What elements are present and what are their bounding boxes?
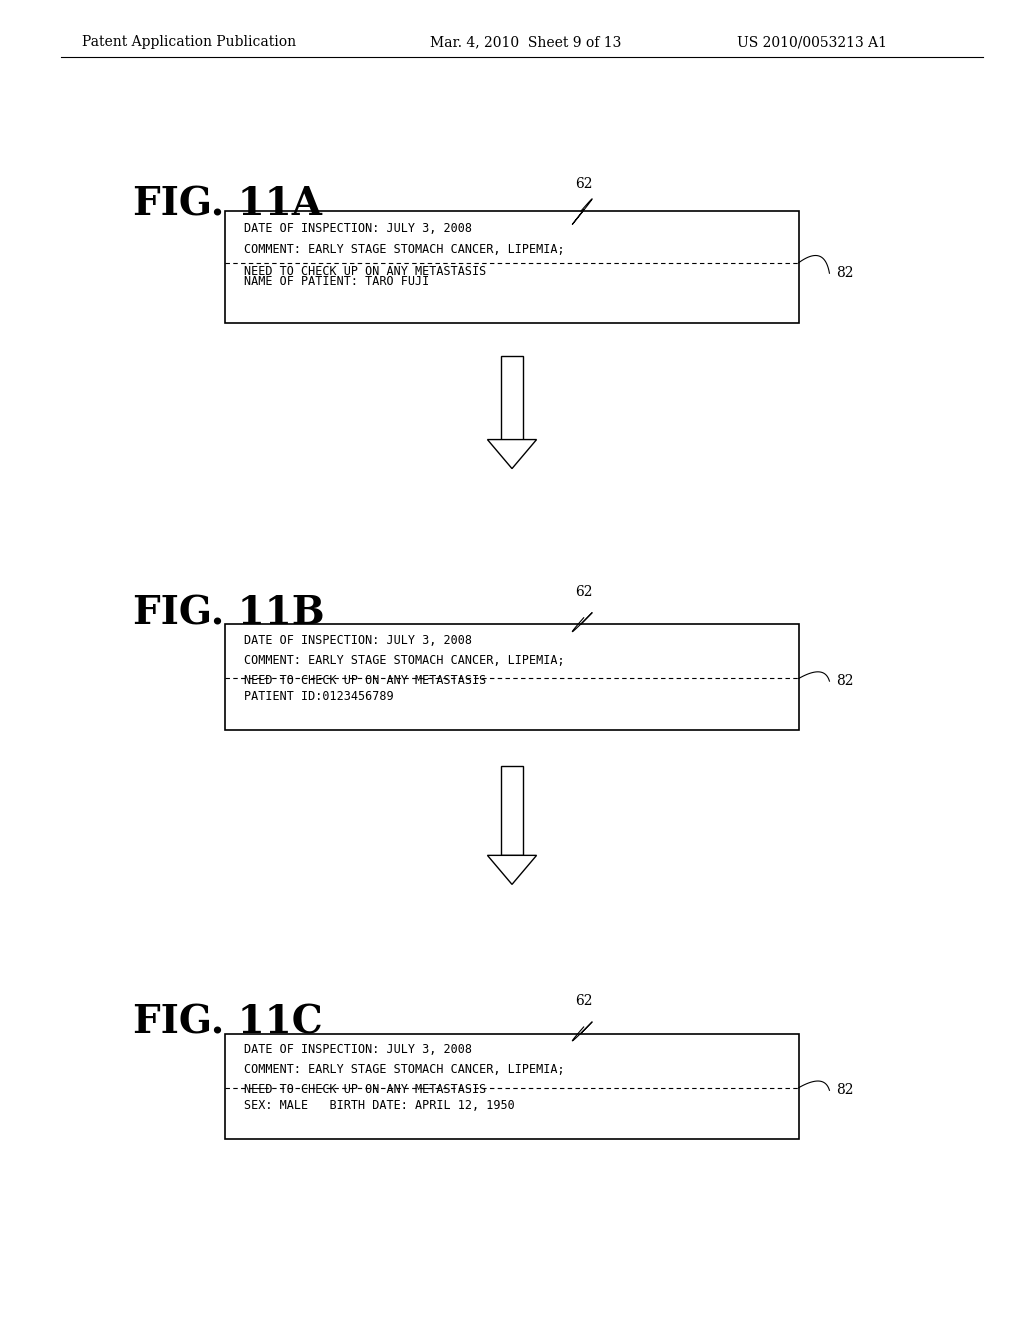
Text: 82: 82 xyxy=(837,675,854,688)
Text: NEED TO CHECK UP ON ANY METASTASIS: NEED TO CHECK UP ON ANY METASTASIS xyxy=(244,1084,486,1097)
Text: US 2010/0053213 A1: US 2010/0053213 A1 xyxy=(737,36,887,49)
Text: COMMENT: EARLY STAGE STOMACH CANCER, LIPEMIA;: COMMENT: EARLY STAGE STOMACH CANCER, LIP… xyxy=(244,243,564,256)
Text: COMMENT: EARLY STAGE STOMACH CANCER, LIPEMIA;: COMMENT: EARLY STAGE STOMACH CANCER, LIP… xyxy=(244,1064,564,1076)
Bar xyxy=(501,356,523,440)
FancyBboxPatch shape xyxy=(225,624,799,730)
Text: DATE OF INSPECTION: JULY 3, 2008: DATE OF INSPECTION: JULY 3, 2008 xyxy=(244,635,472,647)
Text: PATIENT ID:0123456789: PATIENT ID:0123456789 xyxy=(244,689,393,702)
Text: Mar. 4, 2010  Sheet 9 of 13: Mar. 4, 2010 Sheet 9 of 13 xyxy=(430,36,622,49)
FancyBboxPatch shape xyxy=(225,211,799,323)
Text: DATE OF INSPECTION: JULY 3, 2008: DATE OF INSPECTION: JULY 3, 2008 xyxy=(244,1044,472,1056)
Bar xyxy=(501,766,523,855)
Text: 62: 62 xyxy=(574,177,593,191)
Text: SEX: MALE   BIRTH DATE: APRIL 12, 1950: SEX: MALE BIRTH DATE: APRIL 12, 1950 xyxy=(244,1098,514,1111)
Text: FIG. 11B: FIG. 11B xyxy=(133,595,325,632)
Text: NEED TO CHECK UP ON ANY METASTASIS: NEED TO CHECK UP ON ANY METASTASIS xyxy=(244,264,486,277)
Text: COMMENT: EARLY STAGE STOMACH CANCER, LIPEMIA;: COMMENT: EARLY STAGE STOMACH CANCER, LIP… xyxy=(244,655,564,667)
Text: 82: 82 xyxy=(837,267,854,280)
FancyBboxPatch shape xyxy=(225,1034,799,1139)
Text: Patent Application Publication: Patent Application Publication xyxy=(82,36,296,49)
Text: 82: 82 xyxy=(837,1084,854,1097)
Polygon shape xyxy=(487,855,537,884)
Polygon shape xyxy=(487,440,537,469)
Text: FIG. 11C: FIG. 11C xyxy=(133,1005,323,1041)
Text: DATE OF INSPECTION: JULY 3, 2008: DATE OF INSPECTION: JULY 3, 2008 xyxy=(244,222,472,235)
Text: NAME OF PATIENT: TARO FUJI: NAME OF PATIENT: TARO FUJI xyxy=(244,275,429,288)
Text: 62: 62 xyxy=(574,585,593,599)
Text: 62: 62 xyxy=(574,994,593,1008)
Text: NEED TO CHECK UP ON ANY METASTASIS: NEED TO CHECK UP ON ANY METASTASIS xyxy=(244,675,486,688)
Text: FIG. 11A: FIG. 11A xyxy=(133,186,323,223)
